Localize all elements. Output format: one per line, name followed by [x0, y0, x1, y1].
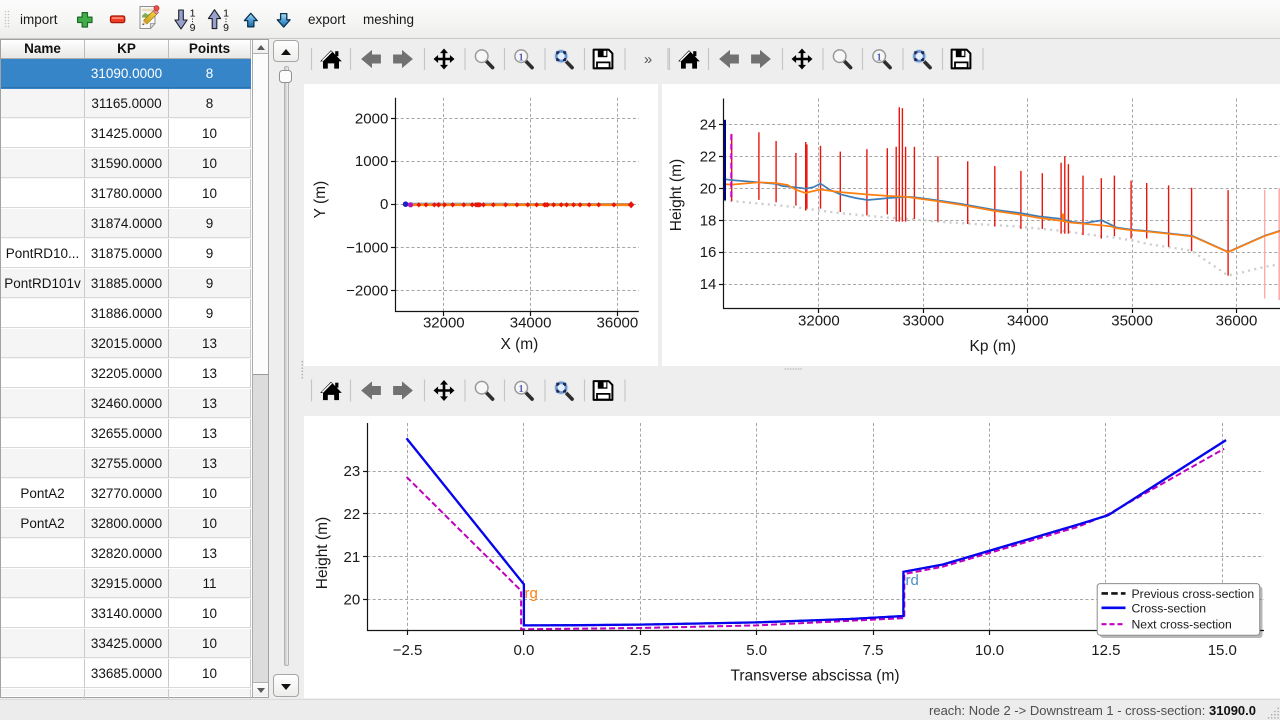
svg-text:21: 21 [344, 549, 361, 566]
svg-text:Height (m): Height (m) [314, 517, 331, 589]
svg-text:2.5: 2.5 [630, 642, 651, 659]
svg-text:X (m): X (m) [500, 336, 538, 353]
svg-text:16: 16 [700, 244, 717, 261]
svg-text:Kp (m): Kp (m) [970, 338, 1017, 355]
svg-text:rd: rd [906, 572, 919, 589]
svg-text:−2.5: −2.5 [393, 642, 423, 659]
svg-text:0.0: 0.0 [513, 642, 534, 659]
svg-text:15.0: 15.0 [1208, 642, 1237, 659]
svg-text:22: 22 [700, 149, 717, 166]
svg-text:36000: 36000 [597, 315, 639, 332]
svg-text:0: 0 [380, 196, 388, 213]
svg-text:35000: 35000 [1111, 313, 1153, 330]
svg-text:18: 18 [700, 212, 717, 229]
svg-text:24: 24 [700, 117, 717, 134]
svg-text:−2000: −2000 [346, 282, 388, 299]
svg-text:12.5: 12.5 [1091, 642, 1120, 659]
svg-text:9: 9 [223, 22, 229, 34]
svg-text:»: » [644, 51, 652, 68]
svg-text:rg: rg [525, 585, 538, 602]
svg-text:33000: 33000 [902, 313, 944, 330]
svg-text:20: 20 [344, 592, 361, 609]
svg-text:1: 1 [190, 8, 196, 20]
svg-text:10.0: 10.0 [975, 642, 1004, 659]
svg-text:−1000: −1000 [346, 240, 388, 257]
svg-text:1: 1 [223, 8, 229, 20]
svg-text:36000: 36000 [1216, 313, 1258, 330]
svg-text:5.0: 5.0 [746, 642, 767, 659]
svg-text:2000: 2000 [355, 111, 388, 128]
svg-text:9: 9 [190, 22, 196, 34]
svg-text:20: 20 [700, 180, 717, 197]
svg-text:Y (m): Y (m) [312, 181, 329, 219]
svg-text:Transverse abscissa (m): Transverse abscissa (m) [730, 668, 899, 685]
svg-text:14: 14 [700, 276, 717, 293]
svg-text:Next cross-section: Next cross-section [1132, 618, 1232, 632]
svg-text:Previous cross-section: Previous cross-section [1132, 587, 1255, 601]
svg-text:7.5: 7.5 [863, 642, 884, 659]
svg-text:22: 22 [344, 506, 361, 523]
svg-text:Height (m): Height (m) [668, 159, 685, 231]
svg-text:34000: 34000 [1007, 313, 1049, 330]
svg-text:23: 23 [344, 463, 361, 480]
svg-text:1000: 1000 [355, 153, 388, 170]
svg-text:32000: 32000 [798, 313, 840, 330]
svg-text:Cross-section: Cross-section [1132, 601, 1207, 615]
svg-text:34000: 34000 [510, 315, 552, 332]
svg-text:32000: 32000 [423, 315, 465, 332]
